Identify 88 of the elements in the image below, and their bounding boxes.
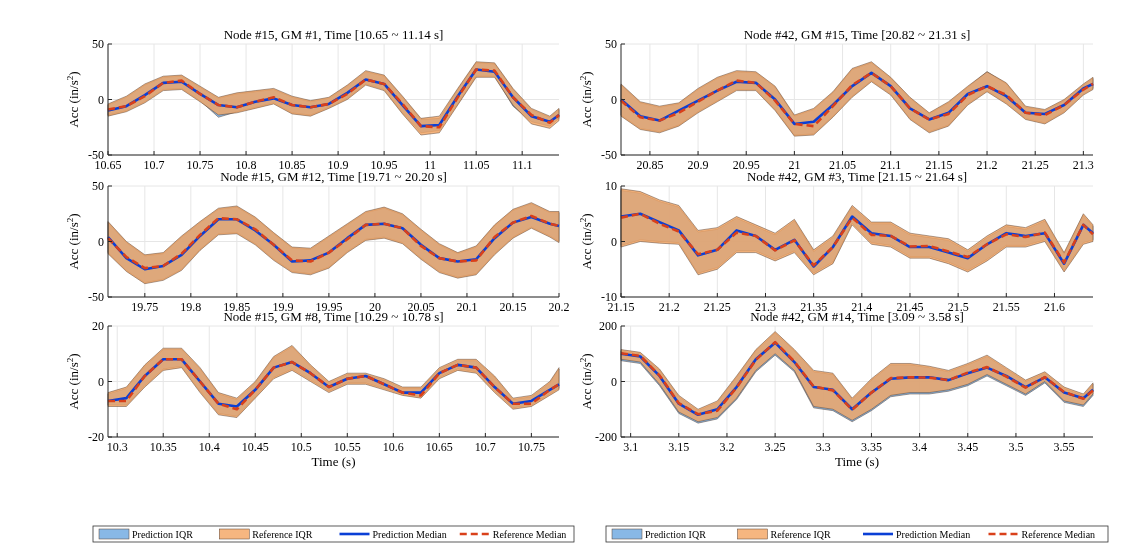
x-tick-label: 21.3	[754, 300, 776, 314]
x-tick-label: 3.3	[815, 440, 831, 454]
chart-title: Node #15, GM #1, Time [10.65 ~ 11.14 s]	[223, 27, 444, 42]
chart-title: Node #42, GM #15, Time [20.82 ~ 21.31 s]	[743, 27, 971, 42]
x-tick-label: 21.2	[658, 300, 680, 314]
legend-label: Reference Median	[1021, 528, 1096, 540]
y-tick-label: 0	[611, 234, 617, 249]
x-tick-label: 19.85	[223, 300, 251, 314]
x-tick-label: 19.9	[272, 300, 294, 314]
x-tick-label: 3.55	[1053, 440, 1075, 454]
x-tick-label: 19.95	[315, 300, 343, 314]
y-tick-label: 0	[98, 234, 104, 249]
x-tick-label: 21	[788, 158, 801, 172]
x-tick-label: 19.8	[180, 300, 202, 314]
legend-label: Reference Median	[492, 528, 567, 540]
text: Prediction IQR	[645, 528, 707, 540]
y-tick-label: -20	[88, 430, 104, 444]
x-tick-label: 21.25	[1021, 158, 1049, 172]
x-tick-label: 20.95	[732, 158, 760, 172]
x-tick-label: 21.35	[800, 300, 828, 314]
y-tick-label: 0	[611, 92, 617, 107]
x-tick-label: 10.85	[278, 158, 306, 172]
x-tick-label: 10.65	[425, 440, 453, 454]
x-tick-label: 20.05	[407, 300, 435, 314]
y-tick-label: 20	[92, 319, 104, 333]
x-tick-label: 11.1	[511, 158, 533, 172]
legend-label: Prediction Median	[896, 528, 971, 540]
x-tick-label: 10.95	[370, 158, 398, 172]
x-tick-label: 11	[424, 158, 436, 172]
x-tick-label: 10.8	[235, 158, 257, 172]
x-tick-label: 21.55	[992, 300, 1020, 314]
x-tick-label: 11.05	[462, 158, 490, 172]
x-tick-label: 3.2	[719, 440, 735, 454]
y-tick-label: 0	[98, 374, 104, 389]
x-tick-label: 21.25	[703, 300, 731, 314]
y-tick-label: 50	[92, 37, 104, 51]
x-tick-label: 21.15	[925, 158, 953, 172]
y-tick-label: 0	[611, 374, 617, 389]
x-tick-label: 21.45	[896, 300, 924, 314]
x-tick-label: 21.05	[829, 158, 857, 172]
x-tick-label: 3.25	[764, 440, 786, 454]
y-tick-label: 0	[98, 92, 104, 107]
chart-title: Node #15, GM #12, Time [19.71 ~ 20.20 s]	[220, 169, 447, 184]
x-tick-label: 3.5	[1008, 440, 1024, 454]
chart-title: Node #42, GM #3, Time [21.15 ~ 21.64 s]	[746, 169, 968, 184]
x-tick-label: 3.15	[668, 440, 690, 454]
x-tick-label: 10.9	[327, 158, 349, 172]
x-tick-label: 20.9	[687, 158, 709, 172]
x-tick-label: 21.6	[1043, 300, 1065, 314]
x-tick-label: 20	[368, 300, 381, 314]
x-tick-label: 21.5	[947, 300, 969, 314]
x-tick-label: 20.15	[499, 300, 527, 314]
x-tick-label: 20.85	[636, 158, 664, 172]
y-tick-label: 200	[599, 319, 617, 333]
text: Reference IQR	[770, 528, 832, 540]
x-tick-label: 10.75	[517, 440, 545, 454]
x-tick-label: 21.4	[851, 300, 873, 314]
text: Reference IQR	[252, 528, 313, 540]
x-tick-label: 21.1	[880, 158, 902, 172]
legend-label: Prediction Median	[372, 528, 447, 540]
x-tick-label: 3.45	[957, 440, 979, 454]
x-tick-label: 21.3	[1072, 158, 1094, 172]
text: Prediction IQR	[132, 528, 194, 540]
x-tick-label: 20.2	[548, 300, 570, 314]
x-tick-label: 3.1	[623, 440, 639, 454]
y-tick-label: 10	[605, 179, 617, 193]
y-tick-label: 50	[605, 37, 617, 51]
y-tick-label: -50	[88, 290, 104, 304]
x-tick-label: 20.1	[456, 300, 478, 314]
x-tick-label: 10.75	[186, 158, 214, 172]
x-tick-label: 19.75	[131, 300, 159, 314]
y-tick-label: -200	[595, 430, 617, 444]
x-tick-label: 3.4	[912, 440, 928, 454]
x-tick-label: 10.3	[106, 440, 128, 454]
x-tick-label: 10.7	[143, 158, 165, 172]
x-tick-label: 3.35	[860, 440, 882, 454]
x-tick-label: 10.35	[149, 440, 177, 454]
x-tick-label: 10.55	[333, 440, 361, 454]
x-tick-label: 21.2	[976, 158, 998, 172]
x-tick-label: 10.7	[474, 440, 496, 454]
x-axis-title: Time (s)	[835, 454, 879, 469]
x-tick-label: 10.5	[290, 440, 312, 454]
x-tick-label: 10.6	[382, 440, 404, 454]
x-axis-title: Time (s)	[311, 454, 356, 469]
y-tick-label: 50	[92, 179, 104, 193]
x-tick-label: 10.4	[198, 440, 220, 454]
x-tick-label: 10.45	[241, 440, 269, 454]
y-tick-label: -50	[601, 148, 617, 162]
